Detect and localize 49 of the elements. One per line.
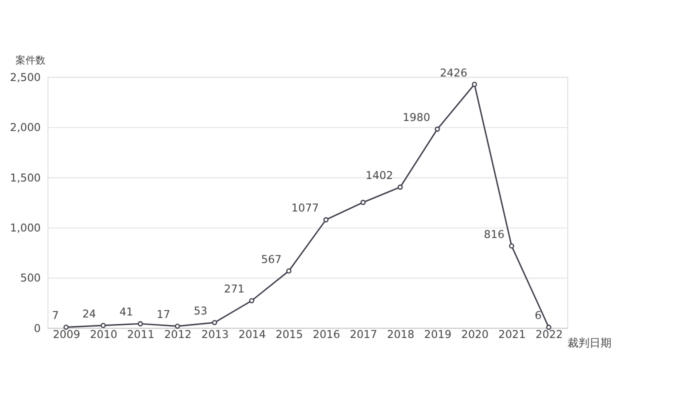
y-tick-label: 2,500 [10, 70, 41, 84]
x-axis-title: 裁判日期 [567, 336, 612, 350]
point [286, 268, 292, 274]
point [509, 243, 514, 249]
point [100, 322, 106, 328]
point [472, 82, 478, 87]
point [249, 298, 254, 304]
data-label: 1402 [366, 169, 394, 182]
data-label: 24 [82, 307, 96, 320]
point [174, 324, 180, 329]
x-tick-label: 2012 [164, 328, 192, 342]
data-label: 1077 [291, 202, 319, 215]
x-tick-label: 2017 [350, 328, 378, 342]
x-tick-label: 2011 [127, 328, 154, 342]
x-tick-label: 2020 [461, 328, 489, 342]
point [546, 324, 552, 330]
point [323, 217, 329, 222]
data-label: 1980 [402, 111, 430, 124]
x-tick-label: 2021 [498, 328, 526, 342]
x-tick-label: 2015 [276, 328, 303, 342]
y-tick-label: 2,000 [10, 121, 41, 134]
data-label: 2426 [440, 66, 468, 80]
x-tick-label: 2022 [535, 328, 563, 342]
data-label: 816 [484, 228, 505, 241]
data-label: 567 [261, 252, 282, 266]
y-tick-label: 0 [34, 322, 41, 335]
x-tick-label: 2010 [90, 328, 118, 342]
point [360, 200, 366, 205]
x-tick-label: 2014 [238, 328, 266, 342]
data-label: 271 [224, 282, 245, 296]
data-label: 6 [534, 309, 542, 322]
y-tick-label: 1,000 [10, 222, 41, 235]
data-label: 53 [194, 304, 208, 318]
x-tick-label: 2013 [201, 328, 229, 342]
x-tick-label: 2009 [52, 328, 80, 342]
point [212, 320, 218, 326]
point [398, 184, 403, 190]
point [138, 321, 143, 326]
data-label: 17 [156, 308, 170, 322]
y-axis-title: 案件数 [16, 54, 46, 66]
y-tick-label: 1,500 [10, 171, 41, 184]
data-label: 41 [119, 306, 134, 319]
x-tick-label: 2018 [386, 328, 414, 342]
point [434, 126, 440, 132]
data-label: 7 [52, 309, 59, 322]
point [63, 324, 69, 330]
x-tick-label: 2019 [424, 328, 452, 342]
x-tick-label: 2016 [312, 328, 340, 342]
y-tick-label: 500 [20, 272, 41, 285]
